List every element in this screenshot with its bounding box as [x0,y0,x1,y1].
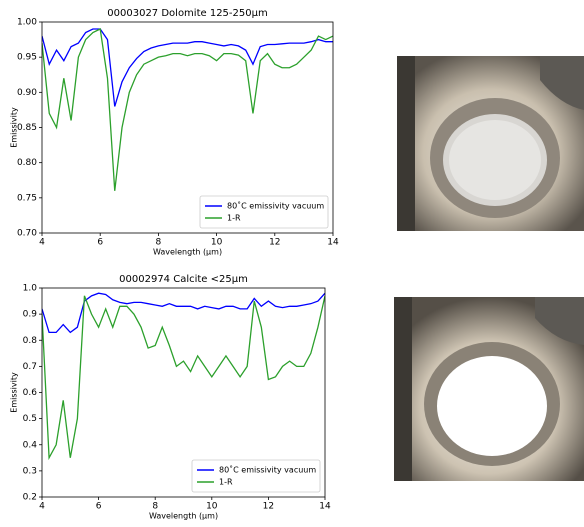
x-tick-label: 10 [206,502,218,512]
chart: 00003027 Dolomite 125-250μm Wavelength (μ… [10,8,339,257]
chart-title: 00003027 Dolomite 125-250μm [107,8,267,19]
series-line [42,28,333,107]
legend-box [191,459,321,493]
y-tick-label: 0.7 [23,362,37,372]
axes-frame [41,21,334,234]
series-line [42,28,333,191]
x-tick-label: 12 [263,502,274,512]
y-tick-label: 0.85 [17,123,37,133]
chart: 00002974 Calcite <25μm Wavelength (μm) Emi… [10,274,331,521]
y-tick-label: 0.75 [17,193,37,203]
legend-label: 1-R [227,214,241,223]
legend: 80˚C emissivity vacuum 1-R [191,459,321,493]
x-tick-label: 12 [269,238,280,248]
x-tick-label: 8 [156,238,162,248]
x-tick-label: 4 [39,238,45,248]
y-tick-label: 1.00 [17,18,37,28]
legend: 80˚C emissivity vacuum 1-R [199,195,329,229]
y-tick-label: 0.90 [17,88,37,98]
y-tick-label: 1.0 [23,284,38,294]
y-tick-label: 0.70 [17,229,37,239]
chart-title: 00002974 Calcite <25μm [119,274,248,285]
y-tick-label: 0.95 [17,53,37,63]
y-tick-label: 0.2 [23,493,37,503]
y-tick-label: 0.4 [23,440,38,450]
y-tick-label: 0.9 [23,310,38,320]
x-tick-label: 8 [152,502,158,512]
x-tick-label: 4 [39,502,45,512]
legend-label: 80˚C emissivity vacuum [219,465,316,475]
x-tick-label: 6 [96,502,102,512]
x-tick-label: 10 [211,238,223,248]
plot-area [42,28,333,191]
y-tick-label: 0.6 [23,388,38,398]
y-axis-label: Emissivity [10,107,19,148]
y-tick-label: 0.8 [23,336,38,346]
x-tick-label: 14 [319,502,331,512]
photo-dolomite [397,56,584,231]
y-tick-label: 0.80 [17,158,37,168]
plot-area [42,292,325,461]
axes-frame [41,287,326,498]
y-axis-label: Emissivity [10,372,19,413]
series-line [42,292,325,334]
y-tick-label: 0.5 [23,414,37,424]
legend-label: 1-R [219,478,233,487]
legend-label: 80˚C emissivity vacuum [227,201,324,211]
x-tick-label: 6 [97,238,103,248]
photo-calcite [394,297,584,481]
y-tick-label: 0.3 [23,466,37,476]
x-axis-label: Wavelength (μm) [149,512,218,521]
x-axis-label: Wavelength (μm) [153,248,222,257]
series-line [42,295,325,461]
legend-box [199,195,329,229]
x-tick-label: 14 [327,238,339,248]
